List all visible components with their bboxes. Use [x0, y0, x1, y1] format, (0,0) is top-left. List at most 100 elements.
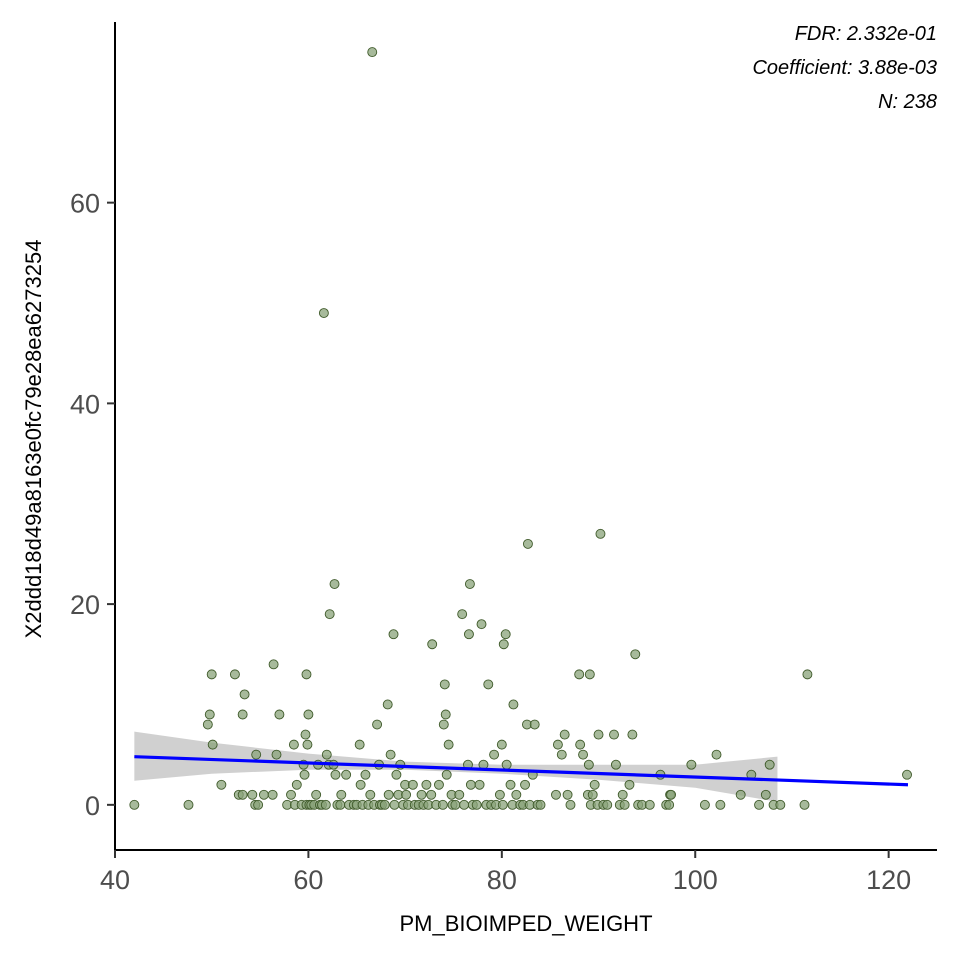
ticks: 40 60 80 100 120 0 20 40 60 [70, 189, 911, 895]
data-point [644, 799, 655, 810]
data-point [583, 759, 594, 770]
data-point [699, 799, 710, 810]
data-point [593, 729, 604, 740]
data-point [388, 629, 399, 640]
data-point [391, 769, 402, 780]
data-point [320, 799, 331, 810]
data-point [535, 799, 546, 810]
data-point [474, 779, 485, 790]
annotation-n: N: 238 [878, 91, 937, 113]
data-point [619, 799, 630, 810]
y-tick-label: 20 [70, 590, 100, 620]
data-point [407, 779, 418, 790]
data-point [522, 538, 533, 549]
data-point [476, 619, 487, 630]
data-point [562, 789, 573, 800]
data-point [500, 629, 511, 640]
data-point [450, 799, 461, 810]
data-point [389, 799, 400, 810]
data-point [302, 739, 313, 750]
data-point [288, 739, 299, 750]
data-point [401, 789, 412, 800]
data-point [498, 639, 509, 650]
x-tick-label: 80 [487, 865, 517, 895]
y-axis-title: X2ddd18d49a8163e0fc79e28ea6273254 [21, 240, 46, 639]
data-point [330, 769, 341, 780]
data-point [258, 789, 269, 800]
data-point [565, 799, 576, 810]
data-point [291, 779, 302, 790]
data-point [202, 719, 213, 730]
data-point [311, 789, 322, 800]
data-point [207, 739, 218, 750]
data-point [440, 709, 451, 720]
data-point [754, 799, 765, 810]
data-point [383, 789, 394, 800]
data-point [426, 789, 437, 800]
data-point [617, 789, 628, 800]
data-point [802, 669, 813, 680]
data-point [459, 799, 470, 810]
data-point [494, 789, 505, 800]
data-point [321, 749, 332, 760]
data-point [760, 789, 771, 800]
data-point [575, 739, 586, 750]
data-point [367, 47, 378, 58]
x-tick-label: 40 [100, 865, 130, 895]
data-point [443, 739, 454, 750]
data-point [271, 749, 282, 760]
data-point [251, 749, 262, 760]
data-point [595, 528, 606, 539]
data-point [471, 799, 482, 810]
data-point [664, 799, 675, 810]
data-point [355, 779, 366, 790]
data-point [556, 749, 567, 760]
data-point [183, 799, 194, 810]
data-point [439, 679, 450, 690]
data-point [267, 789, 278, 800]
data-point [799, 799, 810, 810]
data-point [216, 779, 227, 790]
data-point [204, 709, 215, 720]
y-tick-label: 40 [70, 389, 100, 419]
data-point [666, 789, 677, 800]
data-point [902, 769, 912, 780]
data-point [465, 779, 476, 790]
annotation-fdr: FDR: 2.332e-01 [795, 23, 937, 45]
data-point [511, 789, 522, 800]
data-point [551, 789, 561, 800]
data-point [497, 799, 508, 810]
data-point [336, 789, 347, 800]
data-point [247, 789, 258, 800]
data-point [441, 769, 452, 780]
data-point [574, 669, 585, 680]
data-point [489, 749, 500, 760]
data-point [578, 749, 589, 760]
data-point [463, 629, 474, 640]
data-point [129, 799, 140, 810]
data-point [385, 749, 396, 760]
data-point [341, 769, 352, 780]
data-point [300, 729, 311, 740]
data-point [587, 789, 598, 800]
data-point [237, 789, 248, 800]
x-tick-label: 100 [673, 865, 718, 895]
data-point [382, 699, 393, 710]
data-point [253, 799, 264, 810]
data-point [318, 308, 329, 319]
data-point [496, 739, 507, 750]
data-point [686, 759, 697, 770]
annotation-coefficient: Coefficient: 3.88e-03 [752, 57, 937, 79]
data-point [335, 799, 346, 810]
data-point [630, 649, 641, 660]
y-tick-label: 0 [85, 791, 100, 821]
data-point [610, 759, 621, 770]
data-point [437, 799, 448, 810]
trend-line-layer [134, 755, 909, 787]
data-point [303, 709, 314, 720]
data-point [609, 729, 619, 740]
data-point [239, 689, 250, 700]
x-tick-label: 120 [866, 865, 911, 895]
